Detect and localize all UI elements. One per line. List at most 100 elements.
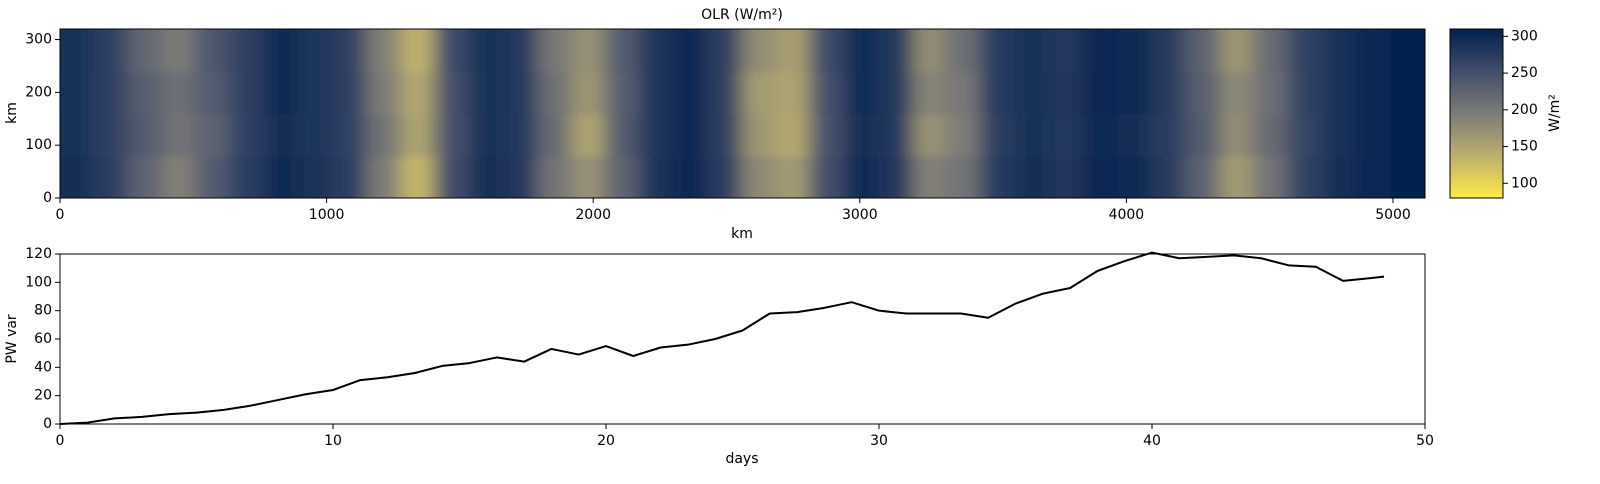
y-axis-label: PW var: [4, 314, 20, 364]
heatmap-cell: [980, 29, 1017, 73]
heatmap-cell: [536, 70, 573, 115]
heatmap-cell: [741, 70, 778, 115]
heatmap-cell: [195, 70, 232, 115]
line-series: [59, 251, 1385, 425]
heatmap-cell: [1151, 154, 1188, 198]
heatmap-cell: [332, 29, 369, 73]
x-tick-label: 50: [1416, 433, 1434, 449]
heatmap-cell: [1014, 29, 1051, 73]
heatmap-cell: [1082, 70, 1119, 115]
heatmap-cell: [434, 154, 471, 198]
heatmap-cell: [127, 29, 164, 73]
colorbar-tick-label: 250: [1511, 65, 1538, 81]
heatmap-cell: [1253, 29, 1290, 73]
heatmap-cells: [60, 29, 1425, 198]
heatmap-cell: [1389, 154, 1425, 198]
heatmap-cell: [1116, 112, 1153, 157]
heatmap-cell: [1355, 112, 1392, 157]
heatmap-cell: [605, 112, 642, 157]
heatmap-cell: [229, 70, 266, 115]
heatmap-cell: [1116, 70, 1153, 115]
heatmap-cell: [1321, 70, 1358, 115]
heatmap-cell: [775, 112, 812, 157]
heatmap-cell: [946, 112, 983, 157]
heatmap-cell: [536, 29, 573, 73]
heatmap-cell: [1287, 112, 1324, 157]
heatmap-cell: [60, 29, 96, 73]
heatmap-cell: [60, 154, 96, 198]
heatmap-cell: [1219, 154, 1256, 198]
heatmap-cell: [1082, 154, 1119, 198]
plot-frame: [59, 253, 1426, 425]
y-tick-label: 120: [25, 246, 52, 262]
heatmap-cell: [1048, 70, 1085, 115]
colorbar-tick-label: 100: [1511, 175, 1538, 191]
heatmap-cell: [161, 70, 198, 115]
x-tick-label: 0: [56, 207, 65, 223]
heatmap-cell: [1014, 154, 1051, 198]
x-axis-label: km: [731, 226, 753, 242]
heatmap-cell: [195, 154, 232, 198]
heatmap-cell: [229, 29, 266, 73]
heatmap-cell: [332, 112, 369, 157]
heatmap-cell: [570, 112, 607, 157]
heatmap-cell: [1116, 154, 1153, 198]
heatmap-cell: [570, 29, 607, 73]
y-tick-label: 100: [25, 137, 52, 153]
heatmap-cell: [1389, 29, 1425, 73]
chart-title: OLR (W/m²): [701, 7, 783, 23]
heatmap-cell: [775, 154, 812, 198]
y-tick-label: 300: [25, 32, 52, 48]
x-tick-label: 40: [1143, 433, 1161, 449]
heatmap-cell: [263, 70, 300, 115]
heatmap-cell: [502, 29, 539, 73]
heatmap-cell: [570, 154, 607, 198]
heatmap-cell: [912, 154, 949, 198]
heatmap-cell: [741, 154, 778, 198]
heatmap-cell: [946, 70, 983, 115]
heatmap-cell: [843, 29, 880, 73]
heatmap-cell: [1116, 29, 1153, 73]
heatmap-cell: [639, 29, 676, 73]
colorbar-tick-label: 150: [1511, 139, 1538, 155]
heatmap-cell: [502, 112, 539, 157]
y-tick-label: 200: [25, 84, 52, 100]
heatmap-cell: [434, 29, 471, 73]
heatmap-cell: [229, 112, 266, 157]
heatmap-cell: [605, 29, 642, 73]
heatmap-cell: [1287, 154, 1324, 198]
heatmap-cell: [980, 112, 1017, 157]
heatmap-cell: [127, 112, 164, 157]
heatmap-cell: [741, 29, 778, 73]
heatmap-cell: [332, 154, 369, 198]
heatmap-cell: [1253, 154, 1290, 198]
heatmap-cell: [1151, 29, 1188, 73]
heatmap-cell: [980, 70, 1017, 115]
heatmap-cell: [843, 154, 880, 198]
heatmap-cell: [400, 29, 437, 73]
heatmap-cell: [673, 70, 710, 115]
heatmap-cell: [366, 29, 403, 73]
heatmap-cell: [536, 154, 573, 198]
heatmap-cell: [468, 70, 505, 115]
heatmap-cell: [1389, 112, 1425, 157]
x-tick-label: 5000: [1375, 207, 1411, 223]
heatmap-cell: [1389, 70, 1425, 115]
heatmap-cell: [536, 112, 573, 157]
heatmap-cell: [400, 154, 437, 198]
x-axis-label: days: [725, 451, 758, 467]
heatmap-cell: [775, 29, 812, 73]
heatmap-cell: [161, 154, 198, 198]
heatmap-cell: [912, 29, 949, 73]
heatmap-cell: [980, 154, 1017, 198]
heatmap-cell: [1321, 154, 1358, 198]
heatmap-cell: [1014, 112, 1051, 157]
heatmap-cell: [502, 154, 539, 198]
heatmap-cell: [93, 70, 130, 115]
heatmap-cell: [1355, 29, 1392, 73]
colorbar: [1449, 28, 1504, 199]
y-tick-label: 100: [25, 274, 52, 290]
heatmap-cell: [946, 154, 983, 198]
heatmap-cell: [332, 70, 369, 115]
heatmap-cell: [1082, 29, 1119, 73]
